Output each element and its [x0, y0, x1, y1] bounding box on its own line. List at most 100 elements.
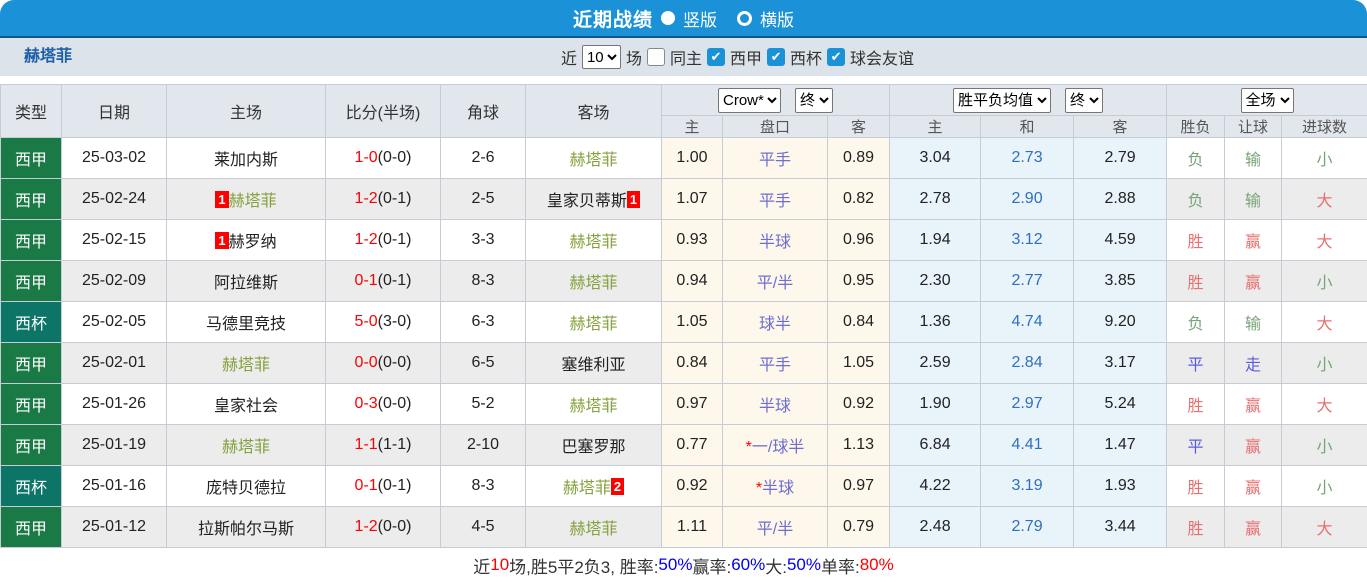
avg-home-cell: 1.90 — [889, 383, 982, 425]
corners-cell: 4-5 — [440, 506, 526, 548]
goals-result-cell: 大 — [1281, 178, 1367, 220]
handicap-cell: 半球 — [722, 383, 828, 425]
filter-bar: 赫塔菲 近 10 场 同主 ✔ 西甲 ✔ 西杯 ✔ 球会友谊 — [0, 38, 1367, 76]
vertical-layout-label[interactable]: 竖版 — [683, 10, 717, 30]
away-team-name: 巴塞罗那 — [561, 439, 626, 456]
odds-home-cell: 0.94 — [661, 260, 723, 302]
halftime-score: (0-1) — [377, 231, 412, 248]
avg-draw-cell: 2.79 — [980, 506, 1075, 548]
league-copa-label: 西杯 — [790, 51, 823, 68]
home-team-name: 赫塔菲 — [221, 439, 270, 456]
away-team-name: 赫塔菲 — [569, 234, 618, 251]
avg-away-cell: 1.47 — [1073, 424, 1168, 466]
avg-away-cell: 4.59 — [1073, 219, 1168, 261]
league-liga-label: 西甲 — [730, 51, 763, 68]
handicap-cell: 平手 — [722, 137, 828, 179]
winlose-result-cell: 平 — [1166, 424, 1226, 466]
score-cell: 1-2(0-1) — [325, 219, 441, 261]
match-date-cell: 25-01-12 — [61, 506, 167, 548]
handicap-cell: 球半 — [722, 301, 828, 343]
odds-home-cell: 1.00 — [661, 137, 723, 179]
league-copa-checkbox[interactable]: ✔ — [767, 48, 786, 66]
period-select[interactable]: 全场 — [1240, 87, 1294, 113]
home-team-name: 阿拉维斯 — [213, 275, 278, 292]
away-team-cell: 皇家贝蒂斯 1 — [525, 178, 662, 220]
handicap-result-cell: 赢 — [1224, 465, 1283, 507]
corners-cell: 6-5 — [440, 342, 526, 384]
avg-draw-cell: 2.77 — [980, 260, 1075, 302]
match-date-cell: 25-02-09 — [61, 260, 167, 302]
halftime-score: (0-1) — [377, 190, 412, 207]
summary-segment: 10 — [490, 555, 510, 574]
halftime-score: (0-1) — [377, 272, 412, 289]
spacer — [0, 76, 1367, 84]
odds-home-cell: 0.97 — [661, 383, 723, 425]
near-label: 近 — [560, 51, 577, 68]
corners-cell: 3-3 — [440, 219, 526, 261]
avg-home-cell: 1.36 — [889, 301, 982, 343]
avg-home-cell: 6.84 — [889, 424, 982, 466]
handicap-result-cell: 赢 — [1224, 260, 1283, 302]
corners-cell: 8-3 — [440, 260, 526, 302]
away-team-cell: 赫塔菲 — [525, 219, 662, 261]
avg-draw-cell: 4.41 — [980, 424, 1075, 466]
odds-home-cell: 1.05 — [661, 301, 723, 343]
home-team-cell: 阿拉维斯 — [166, 260, 326, 302]
avg-away-cell: 9.20 — [1073, 301, 1168, 343]
bookmaker-select[interactable]: Crow* — [718, 87, 782, 113]
league-type-cell: 西甲 — [0, 219, 62, 261]
fulltime-score: 1-2 — [354, 190, 378, 207]
odds-time-select[interactable]: 终 — [795, 87, 834, 113]
avg-draw-cell: 4.74 — [980, 301, 1075, 343]
avg-away-cell: 5.24 — [1073, 383, 1168, 425]
odds-away-cell: 0.92 — [826, 383, 891, 425]
avg-home-cell: 2.48 — [889, 506, 982, 548]
odds-home-cell: 1.07 — [661, 178, 723, 220]
vertical-layout-radio[interactable] — [661, 11, 675, 25]
away-team-cell: 赫塔菲 — [525, 301, 662, 343]
col-header-date: 日期 — [61, 84, 167, 138]
near-count-select[interactable]: 10 — [581, 45, 621, 69]
league-type-cell: 西甲 — [0, 383, 62, 425]
avg-draw-cell: 2.84 — [980, 342, 1075, 384]
match-row: 西甲 25-02-24 1 赫塔菲 1-2(0-1) 2-5 皇家贝蒂斯 1 1.07 平手 0.8… — [0, 178, 1367, 220]
score-cell: 0-3(0-0) — [325, 383, 441, 425]
avg-away-cell: 1.93 — [1073, 465, 1168, 507]
same-home-checkbox[interactable] — [646, 48, 665, 66]
avg-home-cell: 1.94 — [889, 219, 982, 261]
avg-type-select[interactable]: 胜平负均值 — [953, 87, 1052, 113]
handicap-cell: 平手 — [722, 178, 828, 220]
handicap-result-cell: 走 — [1224, 342, 1283, 384]
result-group-header: 全场 — [1166, 84, 1367, 116]
handicap-result-cell: 赢 — [1224, 383, 1283, 425]
halftime-score: (0-1) — [377, 477, 412, 494]
handicap-result-cell: 赢 — [1224, 506, 1283, 548]
subheader-odds-home: 主 — [661, 115, 723, 138]
handicap-result-cell: 赢 — [1224, 424, 1283, 466]
fulltime-score: 0-3 — [354, 395, 378, 412]
away-team-cell: 巴塞罗那 — [525, 424, 662, 466]
league-type-cell: 西甲 — [0, 424, 62, 466]
odds-away-cell: 0.97 — [826, 465, 891, 507]
league-friendly-checkbox[interactable]: ✔ — [827, 48, 846, 66]
subheader-odds-away: 客 — [826, 115, 891, 138]
league-liga-checkbox[interactable]: ✔ — [707, 48, 725, 66]
winlose-result-cell: 胜 — [1166, 219, 1226, 261]
goals-result-cell: 小 — [1281, 260, 1367, 302]
odds-away-cell: 0.84 — [826, 301, 891, 343]
odds-away-cell: 0.82 — [826, 178, 891, 220]
handicap-cell: 平手 — [722, 342, 828, 384]
score-cell: 0-1(0-1) — [325, 260, 441, 302]
winlose-result-cell: 胜 — [1166, 383, 1226, 425]
odds-away-cell: 1.05 — [826, 342, 891, 384]
horizontal-layout-label[interactable]: 横版 — [760, 10, 794, 30]
avg-draw-cell: 2.90 — [980, 178, 1075, 220]
avg-time-select[interactable]: 终 — [1065, 87, 1104, 113]
goals-result-cell: 大 — [1281, 506, 1367, 548]
halftime-score: (0-0) — [377, 395, 412, 412]
home-team-cell: 皇家社会 — [166, 383, 326, 425]
home-team-name: 马德里竞技 — [205, 316, 286, 333]
horizontal-layout-radio[interactable] — [737, 10, 752, 26]
match-date-cell: 25-02-01 — [61, 342, 167, 384]
league-type-cell: 西甲 — [0, 137, 62, 179]
